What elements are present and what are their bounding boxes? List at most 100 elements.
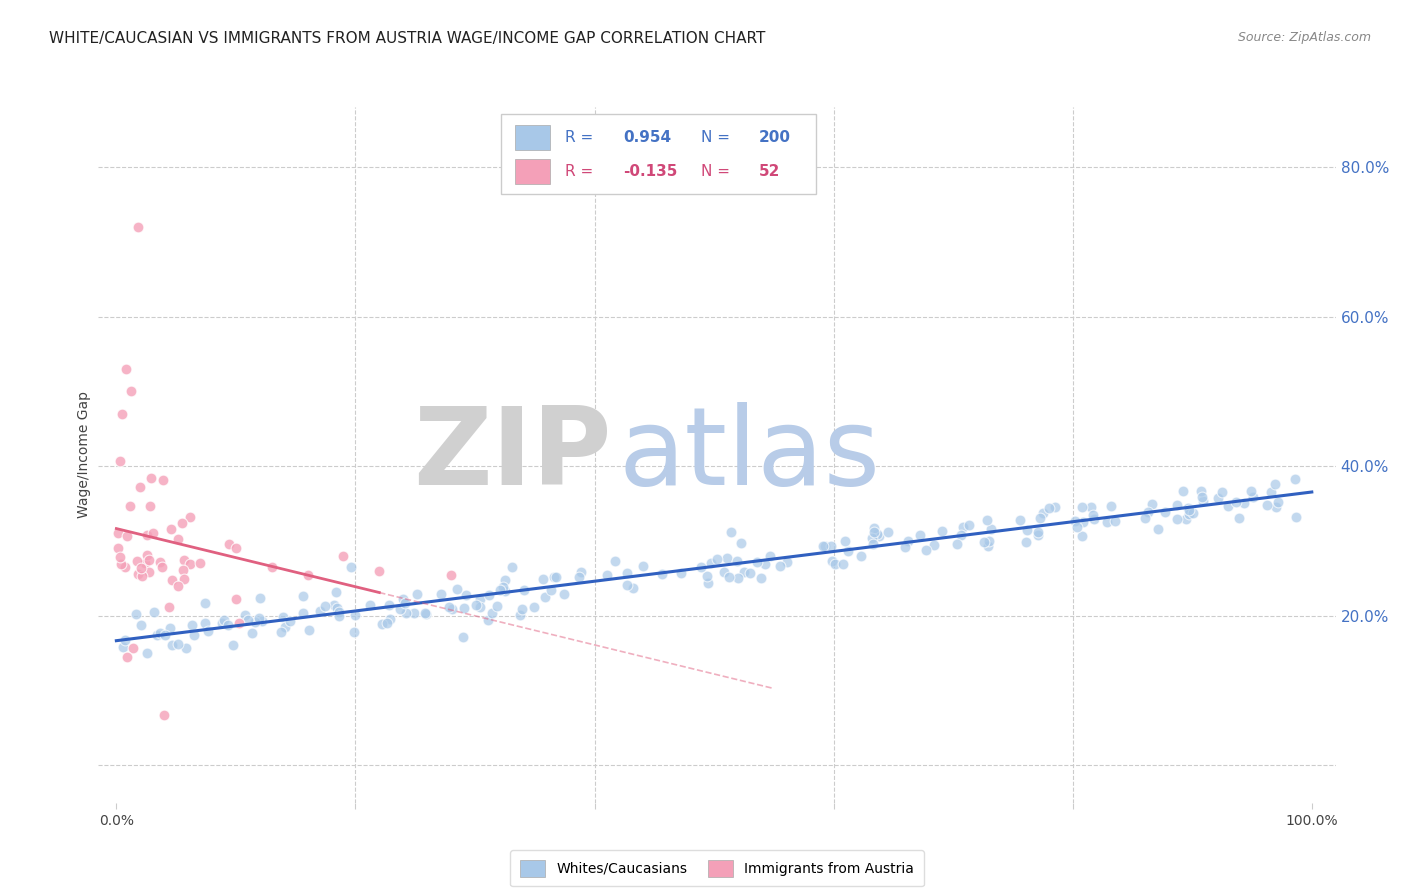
Point — [167, 579, 190, 593]
Point — [851, 549, 873, 564]
Point — [149, 625, 172, 640]
Point — [1211, 484, 1233, 499]
Point — [494, 584, 516, 599]
Point — [378, 599, 401, 613]
Point — [127, 554, 149, 568]
Point — [621, 581, 644, 595]
Point — [115, 650, 138, 665]
Point — [831, 557, 853, 571]
Point — [378, 612, 401, 626]
Point — [127, 567, 149, 582]
Point — [717, 570, 740, 584]
Point — [1147, 522, 1170, 536]
Point — [1284, 472, 1306, 486]
Point — [173, 572, 195, 586]
Point — [820, 539, 842, 553]
Point — [1137, 505, 1160, 519]
Point — [1191, 490, 1213, 504]
Point — [1154, 505, 1177, 519]
Point — [375, 615, 398, 630]
Point — [135, 548, 157, 562]
Bar — [516, 159, 550, 184]
Point — [534, 590, 557, 604]
Point — [125, 607, 148, 622]
Point — [128, 480, 150, 494]
Point — [142, 526, 165, 541]
Point — [957, 517, 980, 532]
Point — [291, 589, 314, 603]
Point — [121, 640, 143, 655]
Point — [222, 639, 245, 653]
Point — [1181, 506, 1204, 520]
Point — [1015, 524, 1038, 538]
Point — [439, 599, 461, 614]
Point — [931, 524, 953, 538]
Point — [1071, 529, 1094, 543]
Point — [1028, 528, 1050, 542]
Point — [197, 624, 219, 639]
Point — [129, 618, 152, 632]
Point — [454, 588, 477, 602]
Point — [553, 587, 575, 601]
Point — [111, 640, 134, 654]
Point — [395, 606, 418, 620]
Point — [225, 541, 247, 556]
Point — [129, 561, 152, 575]
Point — [1177, 500, 1199, 515]
Point — [183, 628, 205, 642]
Point — [1026, 525, 1049, 540]
Point — [218, 536, 240, 550]
Point — [451, 631, 474, 645]
Point — [745, 555, 768, 569]
Point — [1229, 511, 1251, 525]
Text: -0.135: -0.135 — [623, 163, 678, 178]
Point — [1066, 520, 1088, 534]
Text: R =: R = — [565, 163, 598, 178]
Point — [159, 621, 181, 635]
Point — [110, 557, 132, 571]
Point — [821, 554, 844, 568]
Y-axis label: Wage/Income Gap: Wage/Income Gap — [77, 392, 91, 518]
Point — [769, 558, 792, 573]
Point — [153, 628, 176, 642]
Text: R =: R = — [565, 130, 598, 145]
Point — [1240, 484, 1263, 499]
Point — [135, 528, 157, 542]
Point — [1178, 507, 1201, 521]
Point — [1080, 500, 1102, 514]
Point — [720, 525, 742, 540]
Point — [690, 560, 713, 574]
Point — [862, 521, 884, 535]
Point — [339, 559, 361, 574]
Point — [297, 567, 319, 582]
Point — [1192, 494, 1215, 508]
Point — [1260, 484, 1282, 499]
Point — [862, 537, 884, 551]
Point — [616, 566, 638, 581]
Text: 0.0%: 0.0% — [98, 814, 134, 828]
Point — [114, 632, 136, 647]
Point — [247, 611, 270, 625]
Point — [924, 538, 946, 552]
Point — [1071, 515, 1094, 529]
Point — [700, 556, 723, 570]
Point — [167, 533, 190, 547]
Point — [131, 569, 153, 583]
Point — [115, 362, 138, 376]
Point — [326, 600, 349, 615]
Point — [481, 606, 503, 620]
Point — [1216, 499, 1239, 513]
Point — [1008, 513, 1031, 527]
Point — [950, 528, 973, 542]
Point — [194, 615, 217, 630]
Point — [1166, 499, 1188, 513]
Point — [465, 599, 488, 613]
Point — [138, 553, 160, 567]
Point — [328, 606, 350, 620]
Point — [837, 544, 859, 558]
Point — [214, 613, 236, 627]
Point — [118, 499, 141, 513]
Point — [1189, 483, 1212, 498]
Point — [727, 571, 749, 585]
Point — [179, 557, 201, 571]
